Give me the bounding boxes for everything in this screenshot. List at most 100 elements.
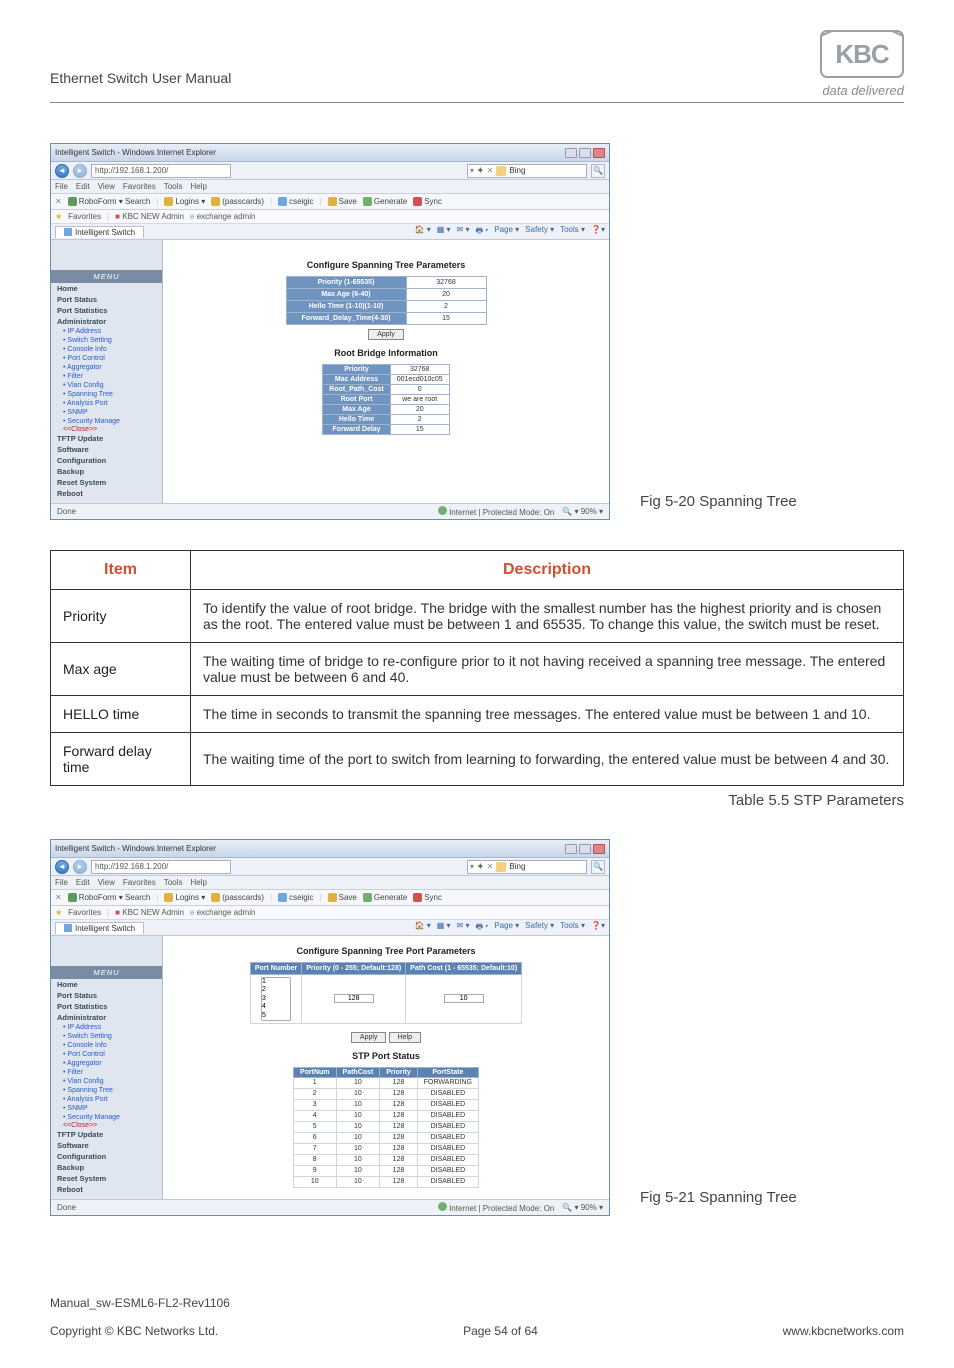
favorites-icon[interactable]: ★ <box>55 212 62 221</box>
sidebar-aggregator[interactable]: • Aggregator <box>51 363 162 372</box>
sidebar-snmp[interactable]: • SNMP <box>51 1104 162 1113</box>
sidebar-filter[interactable]: • Filter <box>51 1068 162 1077</box>
fav-item-2[interactable]: e exchange admin <box>190 212 255 221</box>
sidebar-home[interactable]: Home <box>51 979 162 990</box>
menu-help[interactable]: Help <box>190 878 206 887</box>
favorites-label[interactable]: Favorites <box>68 212 101 221</box>
sidebar-analysis-port[interactable]: • Analysis Port <box>51 399 162 408</box>
cmd-tools[interactable]: Tools ▾ <box>560 225 585 239</box>
tab-intelligent-switch[interactable]: Intelligent Switch <box>55 922 144 934</box>
print-icon[interactable]: 🖶 ▾ <box>476 225 489 239</box>
sidebar-analysis-port[interactable]: • Analysis Port <box>51 1095 162 1104</box>
help-icon[interactable]: ❓▾ <box>591 921 605 935</box>
minimize-icon[interactable] <box>565 844 577 854</box>
search-input[interactable]: ▾ ✦ ✕ Bing <box>467 164 587 178</box>
cfg-row-value[interactable]: 15 <box>406 313 486 325</box>
print-icon[interactable]: 🖶 ▾ <box>476 921 489 935</box>
sidebar-port-control[interactable]: • Port Control <box>51 1050 162 1059</box>
sidebar-configuration[interactable]: Configuration <box>51 1151 162 1162</box>
sidebar-reboot[interactable]: Reboot <box>51 1184 162 1195</box>
sidebar-vlan-config[interactable]: • Vlan Config <box>51 381 162 390</box>
sidebar-ip-address[interactable]: • IP Address <box>51 1023 162 1032</box>
sidebar-filter[interactable]: • Filter <box>51 372 162 381</box>
cfg-row-value[interactable]: 32768 <box>406 277 486 289</box>
mail-icon[interactable]: ✉ ▾ <box>457 225 470 239</box>
sidebar-switch-setting[interactable]: • Switch Setting <box>51 1032 162 1041</box>
favorites-icon[interactable]: ★ <box>55 908 62 917</box>
search-input[interactable]: ▾ ✦ ✕ Bing <box>467 860 587 874</box>
cfg-row-value[interactable]: 20 <box>406 289 486 301</box>
sidebar-reboot[interactable]: Reboot <box>51 488 162 499</box>
help-button[interactable]: Help <box>389 1032 421 1043</box>
cmd-page[interactable]: Page ▾ <box>494 921 519 935</box>
pathcost-input[interactable] <box>444 994 484 1003</box>
cmd-tools[interactable]: Tools ▾ <box>560 921 585 935</box>
fav-item-1[interactable]: ■ KBC NEW Admin <box>115 908 184 917</box>
tab-intelligent-switch[interactable]: Intelligent Switch <box>55 226 144 238</box>
feeds-icon[interactable]: ▦ ▾ <box>437 921 451 935</box>
sidebar-security-manage[interactable]: • Security Manage <box>51 417 162 426</box>
help-icon[interactable]: ❓▾ <box>591 225 605 239</box>
sidebar-ip-address[interactable]: • IP Address <box>51 327 162 336</box>
forward-icon[interactable]: ► <box>73 860 87 874</box>
forward-icon[interactable]: ► <box>73 164 87 178</box>
menu-favorites[interactable]: Favorites <box>123 878 156 887</box>
sidebar-port-statistics[interactable]: Port Statistics <box>51 305 162 316</box>
roboform-button[interactable]: RoboForm ▾ Search <box>68 893 151 902</box>
menu-edit[interactable]: Edit <box>76 878 90 887</box>
sidebar-spanning-tree[interactable]: • Spanning Tree <box>51 390 162 399</box>
apply-button[interactable]: Apply <box>351 1032 387 1043</box>
apply-button[interactable]: Apply <box>368 329 404 340</box>
sidebar-administrator[interactable]: Administrator <box>51 316 162 327</box>
mail-icon[interactable]: ✉ ▾ <box>457 921 470 935</box>
menu-view[interactable]: View <box>98 878 115 887</box>
sidebar-reset-system[interactable]: Reset System <box>51 477 162 488</box>
sidebar-console-info[interactable]: • Console Info <box>51 345 162 354</box>
back-icon[interactable]: ◄ <box>55 860 69 874</box>
sidebar-close[interactable]: <<Close>> <box>51 426 162 433</box>
tb-sync[interactable]: Sync <box>413 197 442 206</box>
tb-save[interactable]: Save <box>328 893 357 902</box>
sidebar-port-status[interactable]: Port Status <box>51 990 162 1001</box>
sidebar-vlan-config[interactable]: • Vlan Config <box>51 1077 162 1086</box>
cmd-safety[interactable]: Safety ▾ <box>525 225 554 239</box>
fav-item-2[interactable]: e exchange admin <box>190 908 255 917</box>
maximize-icon[interactable] <box>579 844 591 854</box>
tb-save[interactable]: Save <box>328 197 357 206</box>
menu-favorites[interactable]: Favorites <box>123 182 156 191</box>
priority-input[interactable] <box>334 994 374 1003</box>
search-go-icon[interactable]: 🔍 <box>591 164 605 178</box>
tb-generate[interactable]: Generate <box>363 893 407 902</box>
sidebar-backup[interactable]: Backup <box>51 466 162 477</box>
favorites-label[interactable]: Favorites <box>68 908 101 917</box>
cmd-page[interactable]: Page ▾ <box>494 225 519 239</box>
home-icon[interactable]: 🏠 ▾ <box>415 921 431 935</box>
zoom-control[interactable]: 🔍 ▾ 90% ▾ <box>562 1203 603 1212</box>
sidebar-administrator[interactable]: Administrator <box>51 1012 162 1023</box>
sidebar-tftp-update[interactable]: TFTP Update <box>51 1129 162 1140</box>
zoom-control[interactable]: 🔍 ▾ 90% ▾ <box>562 507 603 516</box>
url-input[interactable]: http://192.168.1.200/ <box>91 860 231 874</box>
sidebar-snmp[interactable]: • SNMP <box>51 408 162 417</box>
tb-passcards[interactable]: (passcards) <box>211 197 264 206</box>
sidebar-switch-setting[interactable]: • Switch Setting <box>51 336 162 345</box>
menu-help[interactable]: Help <box>190 182 206 191</box>
sidebar-configuration[interactable]: Configuration <box>51 455 162 466</box>
sidebar-port-statistics[interactable]: Port Statistics <box>51 1001 162 1012</box>
menu-tools[interactable]: Tools <box>164 878 183 887</box>
close-icon[interactable] <box>593 844 605 854</box>
cmd-safety[interactable]: Safety ▾ <box>525 921 554 935</box>
sidebar-backup[interactable]: Backup <box>51 1162 162 1173</box>
tb-cseigic[interactable]: cseigic <box>278 893 313 902</box>
close-icon[interactable] <box>593 148 605 158</box>
sidebar-port-status[interactable]: Port Status <box>51 294 162 305</box>
sidebar-home[interactable]: Home <box>51 283 162 294</box>
sidebar-software[interactable]: Software <box>51 1140 162 1151</box>
home-icon[interactable]: 🏠 ▾ <box>415 225 431 239</box>
menu-tools[interactable]: Tools <box>164 182 183 191</box>
roboform-button[interactable]: RoboForm ▾ Search <box>68 197 151 206</box>
feeds-icon[interactable]: ▦ ▾ <box>437 225 451 239</box>
tb-generate[interactable]: Generate <box>363 197 407 206</box>
sidebar-software[interactable]: Software <box>51 444 162 455</box>
back-icon[interactable]: ◄ <box>55 164 69 178</box>
